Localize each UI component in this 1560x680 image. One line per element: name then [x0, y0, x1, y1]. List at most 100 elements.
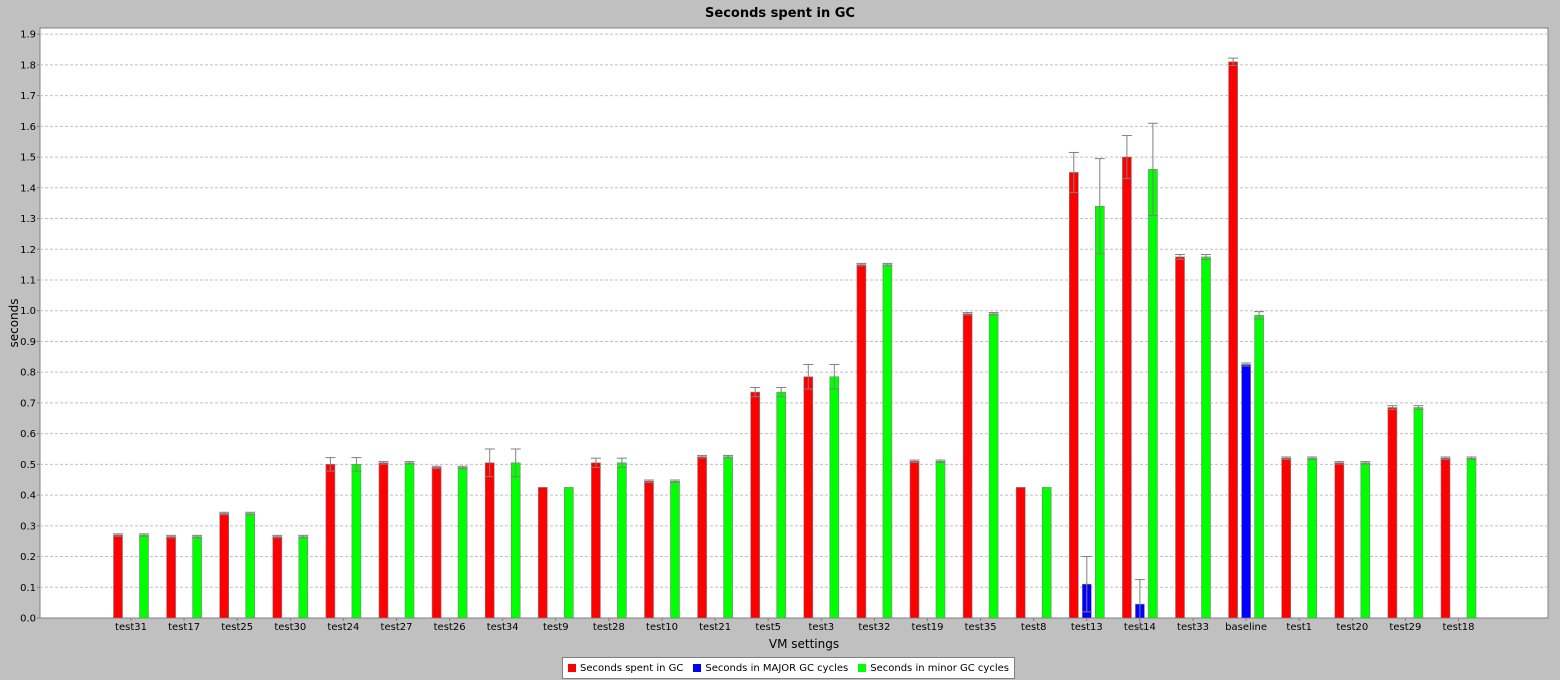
y-tick-label: 1.5 — [20, 153, 36, 164]
x-tick-label: baseline — [1225, 622, 1267, 633]
bar-seconds-spent-in-gc-test27 — [378, 462, 389, 619]
x-tick-label: test9 — [543, 622, 569, 633]
bar-seconds-spent-in-gc-test33 — [1175, 256, 1185, 619]
y-tick-label: 0.2 — [20, 552, 36, 563]
bar-seconds-spent-in-gc-test35 — [962, 313, 973, 619]
x-tick-label: test19 — [912, 622, 944, 633]
bar-seconds-spent-in-gc-test5 — [750, 391, 761, 619]
bar-seconds-in-minor-gc-cycles-test13 — [1095, 205, 1105, 619]
bar-seconds-spent-in-gc-test10 — [644, 480, 654, 619]
bar-seconds-in-minor-gc-cycles-test30 — [298, 536, 309, 619]
bar-seconds-in-minor-gc-cycles-test32 — [882, 264, 893, 619]
bar-seconds-in-minor-gc-cycles-test9 — [563, 487, 574, 619]
bar-seconds-in-minor-gc-cycles-test28 — [617, 462, 627, 619]
legend-swatch — [693, 664, 702, 672]
bar-seconds-spent-in-gc-test28 — [591, 462, 601, 619]
bar-seconds-in-minor-gc-cycles-test20 — [1360, 462, 1371, 619]
x-tick-label: test17 — [168, 622, 200, 633]
x-tick-label: test20 — [1336, 622, 1368, 633]
bar-seconds-in-minor-gc-cycles-test34 — [510, 462, 521, 619]
y-axis-label: seconds — [7, 298, 21, 347]
bar-seconds-spent-in-gc-test21 — [697, 456, 707, 619]
legend-swatch — [858, 664, 867, 672]
x-tick-label: test29 — [1389, 622, 1421, 633]
y-tick-label: 1.0 — [20, 306, 36, 317]
bar-seconds-in-minor-gc-cycles-test29 — [1413, 407, 1424, 619]
y-tick-label: 1.6 — [20, 122, 36, 133]
bar-seconds-spent-in-gc-test3 — [803, 376, 814, 619]
y-tick-label: 1.2 — [20, 245, 36, 256]
y-tick-label: 0.7 — [20, 398, 36, 409]
bar-seconds-spent-in-gc-test30 — [272, 536, 283, 619]
bar-seconds-in-minor-gc-cycles-test17 — [192, 536, 202, 619]
bar-seconds-spent-in-gc-test13 — [1069, 172, 1079, 619]
bar-seconds-spent-in-gc-test25 — [219, 513, 229, 619]
legend-item: Seconds in MAJOR GC cycles — [693, 663, 848, 674]
x-tick-label: test8 — [1021, 622, 1047, 633]
x-tick-label: test25 — [221, 622, 253, 633]
bar-seconds-spent-in-gc-test14 — [1122, 156, 1132, 619]
bar-seconds-in-minor-gc-cycles-test10 — [670, 480, 680, 619]
bar-seconds-in-minor-gc-cycles-test35 — [988, 313, 999, 619]
bar-seconds-in-minor-gc-cycles-test27 — [404, 462, 415, 619]
bar-seconds-spent-in-gc-test29 — [1387, 407, 1398, 619]
bar-seconds-spent-in-gc-test8 — [1015, 487, 1026, 619]
bar-seconds-spent-in-gc-baseline — [1228, 61, 1238, 619]
bar-seconds-spent-in-gc-test26 — [431, 467, 442, 619]
bar-seconds-spent-in-gc-test34 — [484, 462, 495, 619]
plot-area — [39, 27, 1549, 619]
bar-seconds-spent-in-gc-test24 — [325, 464, 336, 619]
bar-seconds-spent-in-gc-test19 — [909, 460, 920, 619]
legend-swatch — [568, 664, 576, 672]
bar-seconds-in-minor-gc-cycles-test31 — [139, 534, 149, 619]
x-tick-label: test28 — [593, 622, 625, 633]
legend-item: Seconds in minor GC cycles — [858, 663, 1009, 674]
y-tick-label: 1.7 — [20, 91, 36, 102]
bar-seconds-spent-in-gc-test20 — [1334, 462, 1345, 619]
x-tick-label: test1 — [1286, 622, 1312, 633]
bar-seconds-in-minor-gc-cycles-test21 — [723, 456, 733, 619]
bar-seconds-in-minor-gc-cycles-test5 — [776, 391, 787, 619]
bar-seconds-in-major-gc-cycles-baseline — [1241, 364, 1251, 619]
x-axis-label: VM settings — [769, 637, 839, 651]
bar-seconds-in-minor-gc-cycles-test14 — [1148, 169, 1158, 619]
x-tick-label: test34 — [487, 622, 519, 633]
y-tick-label: 1.8 — [20, 60, 36, 71]
x-tick-label: test31 — [115, 622, 147, 633]
y-tick-label: 0.1 — [20, 583, 36, 594]
bar-seconds-in-minor-gc-cycles-test19 — [935, 460, 946, 619]
y-tick-label: 0.3 — [20, 521, 36, 532]
legend-label: Seconds in minor GC cycles — [870, 662, 1009, 674]
legend-label: Seconds spent in GC — [580, 662, 684, 674]
y-tick-label: 0.0 — [20, 614, 36, 625]
bar-seconds-spent-in-gc-test17 — [166, 536, 176, 619]
bar-seconds-in-minor-gc-cycles-baseline — [1254, 315, 1264, 619]
x-tick-label: test5 — [755, 622, 781, 633]
y-tick-label: 0.6 — [20, 429, 36, 440]
bar-seconds-in-minor-gc-cycles-test26 — [457, 467, 468, 619]
x-tick-label: test10 — [646, 622, 678, 633]
bar-seconds-in-minor-gc-cycles-test24 — [351, 464, 362, 619]
x-tick-label: test26 — [434, 622, 466, 633]
x-tick-label: test35 — [965, 622, 997, 633]
y-tick-label: 1.9 — [20, 30, 36, 41]
x-tick-label: test13 — [1071, 622, 1103, 633]
y-tick-label: 1.4 — [20, 183, 36, 194]
y-tick-label: 0.5 — [20, 460, 36, 471]
x-tick-label: test21 — [699, 622, 731, 633]
bar-seconds-spent-in-gc-test1 — [1281, 457, 1291, 619]
x-tick-label: test32 — [858, 622, 890, 633]
y-tick-label: 1.3 — [20, 214, 36, 225]
bar-seconds-in-minor-gc-cycles-test1 — [1307, 457, 1317, 619]
x-tick-label: test18 — [1443, 622, 1475, 633]
x-tick-label: test3 — [809, 622, 835, 633]
y-tick-label: 1.1 — [20, 275, 36, 286]
y-tick-label: 0.4 — [20, 491, 36, 502]
bar-seconds-spent-in-gc-test31 — [113, 534, 123, 619]
chart-title: Seconds spent in GC — [705, 6, 855, 21]
x-tick-label: test33 — [1177, 622, 1209, 633]
bar-seconds-in-minor-gc-cycles-test3 — [829, 376, 840, 619]
bar-seconds-in-minor-gc-cycles-test33 — [1201, 256, 1211, 619]
legend: Seconds spent in GC Seconds in MAJOR GC c… — [562, 657, 1015, 679]
